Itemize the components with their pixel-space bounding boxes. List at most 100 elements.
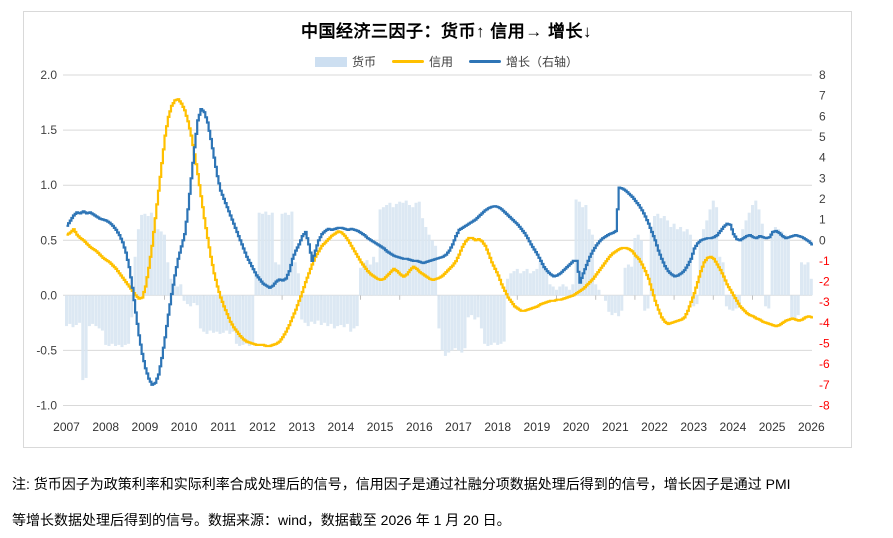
- money-bar: [107, 295, 111, 346]
- money-bar: [179, 284, 183, 296]
- chart-title: 中国经济三因子：货币↑ 信用→ 增长↓: [301, 22, 592, 41]
- right-axis-label: 6: [819, 109, 826, 123]
- x-axis-label: 2019: [524, 420, 551, 434]
- note-line-2: 等增长数据处理后得到的信号。数据来源：wind，数据截至 2026 年 1 月 …: [12, 512, 511, 528]
- money-bar: [506, 278, 509, 296]
- left-axis-label: 0.5: [40, 233, 57, 247]
- money-bar: [737, 295, 741, 307]
- money-bar: [786, 238, 790, 296]
- money-bar: [597, 289, 601, 296]
- x-axis-label: 2007: [53, 420, 80, 434]
- money-bar: [639, 240, 643, 296]
- legend-item-2[interactable]: 增长（右轴）: [469, 53, 578, 70]
- money-bar: [594, 284, 598, 296]
- money-bar: [87, 295, 91, 327]
- right-axis-label: 3: [819, 171, 826, 185]
- note-text: 注: 货币因子为政策利率和实际利率合成处理后的信号，信用因子是通过社融分项数据处…: [12, 466, 884, 538]
- money-bar: [65, 295, 68, 327]
- money-bar: [695, 295, 699, 305]
- money-bar: [711, 200, 715, 296]
- money-bar: [212, 295, 215, 333]
- money-bar: [751, 205, 754, 296]
- money-bar: [440, 295, 444, 351]
- legend-item-1[interactable]: 信用: [391, 53, 453, 70]
- money-bar: [718, 256, 722, 296]
- money-bar: [329, 295, 333, 324]
- money-bar: [643, 295, 647, 311]
- money-bar: [241, 295, 245, 345]
- x-axis-label: 2017: [445, 420, 472, 434]
- money-bar: [172, 284, 176, 296]
- money-bar: [754, 200, 758, 296]
- money-bar: [783, 234, 787, 296]
- money-bar: [133, 256, 137, 296]
- money-bar: [688, 234, 692, 296]
- money-bar: [310, 295, 313, 322]
- money-bar: [296, 273, 300, 296]
- money-bar: [437, 295, 441, 329]
- x-axis-label: 2012: [249, 420, 276, 434]
- money-bar: [584, 205, 588, 296]
- money-bar: [290, 211, 294, 296]
- money-bar: [731, 295, 735, 311]
- right-axis-labels: 8 7 6 5 4 3 2 1 0 -1 -2 -3 -4 -5 -6 -7 -8: [819, 68, 830, 413]
- x-axis-label: 2025: [759, 420, 786, 434]
- money-bar: [473, 295, 477, 320]
- right-axis-label: -2: [819, 275, 830, 289]
- money-bar: [362, 262, 366, 296]
- money-bar: [803, 264, 807, 296]
- money-bar: [117, 295, 121, 345]
- money-bar: [741, 229, 745, 296]
- money-bar: [662, 216, 666, 296]
- money-bar: [163, 234, 166, 296]
- money-bar: [574, 199, 578, 296]
- money-bar: [234, 295, 238, 344]
- money-bar: [280, 213, 284, 296]
- money-bar: [558, 286, 562, 296]
- money-bar: [777, 229, 781, 296]
- money-bar: [509, 273, 513, 296]
- legend-item-0[interactable]: 货币: [314, 53, 376, 70]
- right-axis-label: -3: [819, 295, 830, 309]
- money-bar: [166, 262, 170, 296]
- money-bar: [68, 295, 72, 324]
- money-bar: [414, 202, 418, 296]
- money-bar: [202, 295, 206, 332]
- money-bar: [381, 207, 385, 296]
- money-bar: [388, 202, 392, 296]
- money-bar: [486, 295, 490, 346]
- x-axis-label: 2020: [563, 420, 590, 434]
- money-bar: [685, 229, 689, 296]
- money-bar: [796, 295, 800, 316]
- money-bar: [489, 295, 493, 345]
- money-bar: [483, 295, 487, 344]
- money-bar: [136, 229, 140, 296]
- money-bar: [770, 231, 774, 296]
- x-axis-label: 2024: [720, 420, 747, 434]
- money-bar: [633, 238, 637, 296]
- left-axis-labels: 2.0 1.5 1.0 0.5 0.0 -0.5 -1.0: [36, 68, 57, 413]
- money-bar: [460, 295, 464, 353]
- money-bar: [313, 295, 317, 324]
- money-bar: [156, 229, 160, 296]
- money-bar: [447, 295, 451, 353]
- money-bar: [283, 212, 287, 296]
- money-bar: [355, 295, 359, 327]
- legend: 货币 信用 增长（右轴）: [0, 53, 893, 70]
- left-axis-label: -1.0: [36, 399, 57, 413]
- money-bar: [672, 223, 676, 296]
- money-bar: [626, 264, 630, 296]
- money-bar: [293, 262, 297, 296]
- money-bar: [221, 295, 225, 333]
- money-bar: [649, 229, 653, 296]
- money-bar: [189, 295, 193, 307]
- money-bar: [653, 216, 656, 296]
- money-bar: [724, 295, 728, 307]
- x-axis-label: 2011: [210, 420, 236, 434]
- money-bar: [421, 218, 425, 296]
- legend-label: 增长（右轴）: [506, 55, 579, 69]
- money-bar: [434, 245, 438, 296]
- x-axis-label: 2010: [171, 420, 198, 434]
- money-bar: [359, 267, 362, 296]
- money-bar: [528, 273, 532, 296]
